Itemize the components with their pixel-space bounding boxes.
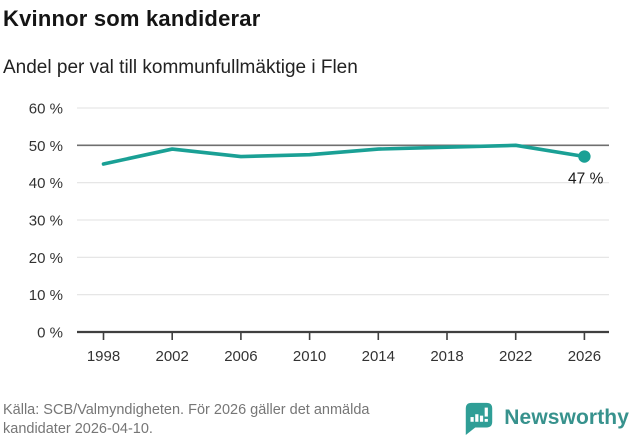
source-line-1: Källa: SCB/Valmyndigheten. För 2026 gäll…	[3, 402, 370, 418]
y-tick-label: 30 %	[29, 213, 63, 230]
y-tick-label: 60 %	[29, 101, 63, 118]
x-tick-label: 1998	[87, 348, 120, 365]
source-note: Källa: SCB/Valmyndigheten. För 2026 gäll…	[3, 401, 443, 438]
y-tick-label: 0 %	[37, 325, 63, 342]
source-line-2: kandidater 2026-04-10.	[3, 420, 153, 437]
last-point-label: 47 %	[568, 171, 604, 188]
newsworthy-logo[interactable]: Newsworthy	[462, 399, 629, 437]
newsworthy-icon	[466, 402, 493, 435]
last-point-marker	[578, 150, 591, 163]
y-tick-label: 10 %	[29, 287, 63, 304]
data-line	[101, 143, 587, 166]
page-title: Kvinnor som kandiderar	[3, 6, 261, 31]
x-tick-label: 2010	[293, 348, 326, 365]
newsworthy-wordmark: Newsworthy	[504, 406, 629, 429]
y-tick-label: 20 %	[29, 250, 63, 267]
x-tick-label: 2006	[224, 348, 257, 365]
x-tick-label: 2018	[430, 348, 463, 365]
line-chart: 0 % 10 % 20 % 30 % 40 % 50 % 60 % 1998 2002 2006 2…	[29, 101, 609, 365]
x-tick-label: 2014	[362, 348, 395, 365]
x-tick-label: 2002	[156, 348, 189, 365]
y-tick-label: 40 %	[29, 175, 63, 192]
y-tick-label: 50 %	[29, 138, 63, 155]
chart-subtitle: Andel per val till kommunfullmäktige i F…	[3, 57, 358, 78]
x-tick-label: 2022	[499, 348, 532, 365]
x-tick-label: 2026	[568, 348, 601, 365]
